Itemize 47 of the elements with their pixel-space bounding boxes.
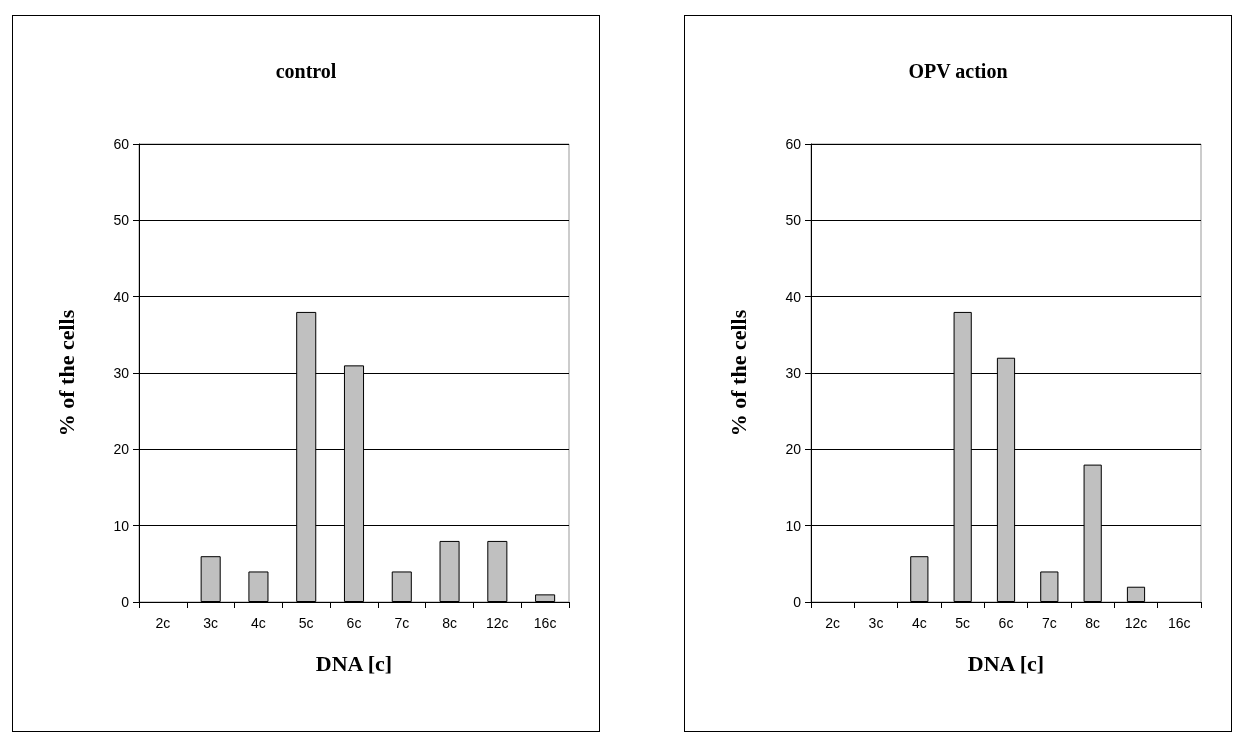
x-tick-label: 6c	[998, 615, 1014, 631]
x-tick-label: 3c	[868, 615, 884, 631]
y-tick-label: 10	[113, 517, 130, 534]
y-tick-label: 60	[785, 136, 802, 152]
x-tick-label: 12c	[1124, 615, 1148, 631]
x-tick-label: 4c	[911, 615, 927, 631]
y-tick-label: 20	[785, 441, 802, 458]
x-tick-label: 8c	[442, 615, 457, 631]
bar	[248, 571, 269, 602]
y-tick-label: 40	[785, 288, 802, 305]
x-axis-title: DNA [c]	[967, 650, 1045, 676]
y-tick-label: 10	[785, 517, 802, 534]
bar	[200, 556, 221, 602]
x-tick-label: 5c	[298, 615, 314, 631]
bar	[535, 594, 556, 602]
y-tick-label: 0	[793, 594, 802, 610]
bar	[1126, 586, 1146, 602]
x-tick-label: 5c	[955, 615, 971, 631]
y-tick-label: 60	[113, 136, 130, 152]
y-tick-label: 30	[785, 365, 802, 381]
chart-title: OPV action	[908, 60, 1008, 82]
x-tick-label: 3c	[203, 615, 219, 631]
y-tick-label: 50	[113, 212, 130, 229]
y-tick-label: 20	[113, 441, 130, 458]
y-tick-label: 0	[121, 594, 130, 610]
x-tick-label: 16c	[533, 615, 557, 631]
y-tick-label: 30	[113, 365, 130, 381]
bar	[1040, 571, 1059, 602]
x-tick-label: 8c	[1085, 615, 1101, 631]
bar	[439, 540, 460, 602]
y-axis-title: % of the cells	[725, 309, 751, 437]
x-tick-label: 2c	[825, 615, 841, 631]
x-tick-label: 7c	[394, 615, 410, 631]
y-axis-title: % of the cells	[53, 309, 79, 437]
x-tick-label: 7c	[1041, 615, 1057, 631]
y-tick-label: 40	[113, 288, 130, 305]
bar	[487, 540, 508, 602]
x-tick-label: 2c	[155, 615, 171, 631]
bar	[391, 571, 412, 602]
x-tick-label: 12c	[486, 615, 509, 631]
x-tick-label: 4c	[251, 615, 266, 631]
x-axis-title: DNA [c]	[315, 650, 393, 676]
x-tick-label: 16c	[1168, 615, 1191, 631]
bar	[910, 556, 929, 602]
chart-title: control	[275, 60, 337, 82]
y-tick-label: 50	[785, 212, 802, 229]
x-tick-label: 6c	[346, 615, 362, 631]
